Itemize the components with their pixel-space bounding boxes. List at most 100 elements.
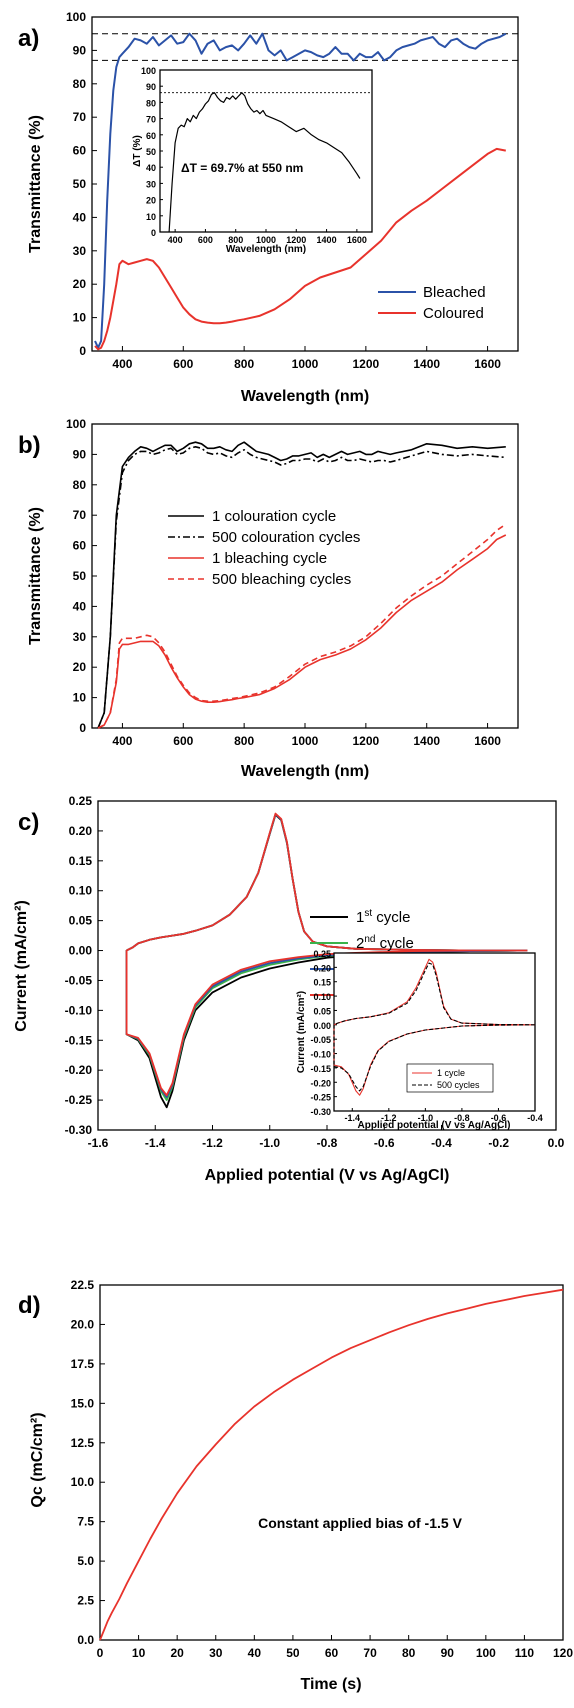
y-tick-label: 0 xyxy=(79,344,86,358)
y-tick-label: 0 xyxy=(151,228,156,238)
y-tick-label: 0.25 xyxy=(313,949,331,959)
legend-ordinal: 1 xyxy=(356,909,364,926)
x-tick-label: -1.4 xyxy=(145,1136,166,1150)
legend-entry: 500 bleaching cycles xyxy=(212,571,351,588)
x-tick-label: 400 xyxy=(112,357,132,371)
x-tick-label: 60 xyxy=(325,1646,339,1660)
y-tick-label: 40 xyxy=(146,163,156,173)
y-tick-label: -0.20 xyxy=(65,1063,93,1077)
y-tick-label: 50 xyxy=(73,569,87,583)
y-tick-label: 2.5 xyxy=(77,1594,94,1608)
x-tick-label: 10 xyxy=(132,1646,146,1660)
series-line-500-colouration-cycles xyxy=(97,445,506,729)
y-tick-label: 100 xyxy=(66,417,86,431)
x-tick-label: 1400 xyxy=(413,357,440,371)
y-tick-label: 0.05 xyxy=(313,1006,331,1016)
x-tick-label: 50 xyxy=(286,1646,300,1660)
x-tick-label: 400 xyxy=(112,734,132,748)
y-tick-label: 0.25 xyxy=(69,794,93,808)
y-tick-label: 10 xyxy=(146,212,156,222)
x-tick-label: 800 xyxy=(228,235,243,245)
legend-ordinal: 2 xyxy=(356,935,364,952)
x-tick-label: 600 xyxy=(173,357,193,371)
y-tick-label: 5.0 xyxy=(77,1554,94,1568)
x-tick-label: -1.4 xyxy=(345,1113,361,1123)
y-tick-label: 10 xyxy=(73,311,87,325)
y-tick-label: 60 xyxy=(146,131,156,141)
y-tick-label: 20 xyxy=(73,660,87,674)
x-tick-label: 400 xyxy=(168,235,183,245)
y-tick-label: 80 xyxy=(146,98,156,108)
x-tick-label: -0.8 xyxy=(317,1136,338,1150)
panel-c-inset: -1.4 -1.2 -1.0 -0.8 -0.6 -0.4 -0.30 -0.25 -0.20 -… xyxy=(296,949,543,1131)
x-tick-label: 1200 xyxy=(353,357,380,371)
panel-b-chart: b) 400 600 800 1000 1200 1400 1600 0 10 20 30 40 50 60… xyxy=(18,417,519,780)
y-tick-label: 60 xyxy=(73,144,87,158)
legend-entry: Coloured xyxy=(423,305,484,322)
inset-y-axis-label: ΔT (%) xyxy=(132,135,143,167)
y-tick-label: 70 xyxy=(73,508,87,522)
legend-entry: 500 colouration cycles xyxy=(212,529,360,546)
series-line-coloured xyxy=(94,147,506,351)
x-tick-label: 800 xyxy=(234,734,254,748)
series-line-1-bleaching-cycle xyxy=(97,534,507,729)
x-tick-label: 1600 xyxy=(347,235,367,245)
x-tick-label: 0 xyxy=(97,1646,104,1660)
x-tick-label: -0.2 xyxy=(488,1136,509,1150)
panel-label: b) xyxy=(18,432,41,459)
x-tick-label: -0.4 xyxy=(527,1113,543,1123)
y-tick-label: 20.0 xyxy=(71,1317,95,1331)
annotation: Constant applied bias of -1.5 V xyxy=(258,1515,462,1531)
x-axis-label: Applied potential (V vs Ag/AgCl) xyxy=(205,1167,450,1184)
y-tick-label: -0.25 xyxy=(65,1093,93,1107)
x-tick-label: 1000 xyxy=(256,235,276,245)
y-tick-label: 7.5 xyxy=(77,1515,94,1529)
x-tick-label: 1400 xyxy=(317,235,337,245)
y-tick-label: -0.25 xyxy=(310,1093,331,1103)
x-tick-label: -1.0 xyxy=(259,1136,280,1150)
y-tick-label: 90 xyxy=(146,82,156,92)
x-tick-label: 600 xyxy=(198,235,213,245)
y-tick-label: 60 xyxy=(73,539,87,553)
series-line-500-bleaching-cycles xyxy=(97,523,507,729)
y-axis-label: Transmittance (%) xyxy=(27,507,44,645)
y-tick-label: -0.30 xyxy=(65,1123,93,1137)
y-tick-label: 0.10 xyxy=(313,992,331,1002)
y-tick-label: 30 xyxy=(146,179,156,189)
y-axis-label: Transmittance (%) xyxy=(27,115,44,253)
x-tick-label: 0.0 xyxy=(548,1136,565,1150)
legend-entry: 1 colouration cycle xyxy=(212,508,336,525)
legend-entry: 1 bleaching cycle xyxy=(212,550,327,567)
x-tick-label: -0.8 xyxy=(454,1113,470,1123)
y-tick-label: 30 xyxy=(73,244,87,258)
inset-x-axis-label: Wavelength (nm) xyxy=(226,244,306,255)
x-tick-label: -1.0 xyxy=(418,1113,434,1123)
y-tick-label: 22.5 xyxy=(71,1278,95,1292)
y-tick-label: 70 xyxy=(73,110,87,124)
y-tick-label: 20 xyxy=(146,196,156,206)
y-tick-label: 17.5 xyxy=(71,1357,95,1371)
panel-c-chart: c) -1.6 -1.4 -1.2 -1.0 -0.8 -0.6 -0.4 -0.2 0.0 -0.… xyxy=(13,794,565,1184)
y-tick-label: 90 xyxy=(73,447,87,461)
y-tick-label: 0.05 xyxy=(69,914,93,928)
y-axis-label: Current (mA/cm²) xyxy=(13,900,30,1032)
series-line-bleached xyxy=(94,32,507,349)
x-tick-label: 120 xyxy=(553,1646,573,1660)
panel-label: d) xyxy=(18,1292,41,1319)
inset-background xyxy=(160,70,372,232)
y-tick-label: 50 xyxy=(73,177,87,191)
y-tick-label: -0.30 xyxy=(310,1107,331,1117)
inset-series-line xyxy=(168,92,361,233)
inset-series-line-500-cycles xyxy=(333,962,536,1092)
y-tick-label: 100 xyxy=(141,66,156,76)
inset-legend-entry: 1 cycle xyxy=(437,1068,465,1078)
x-tick-label: 100 xyxy=(476,1646,496,1660)
y-tick-label: 0.20 xyxy=(313,963,331,973)
inset-x-axis-label: Applied potential (V vs Ag/AgCl) xyxy=(358,1120,511,1131)
y-tick-label: 30 xyxy=(73,630,87,644)
y-tick-label: 10.0 xyxy=(71,1475,95,1489)
panel-d-chart: d) 0 10 20 30 40 50 60 70 80 90 100 110 120 0.0 2.5 5.0 7… xyxy=(18,1278,573,1693)
y-tick-label: 50 xyxy=(146,147,156,157)
x-tick-label: 1600 xyxy=(474,357,501,371)
